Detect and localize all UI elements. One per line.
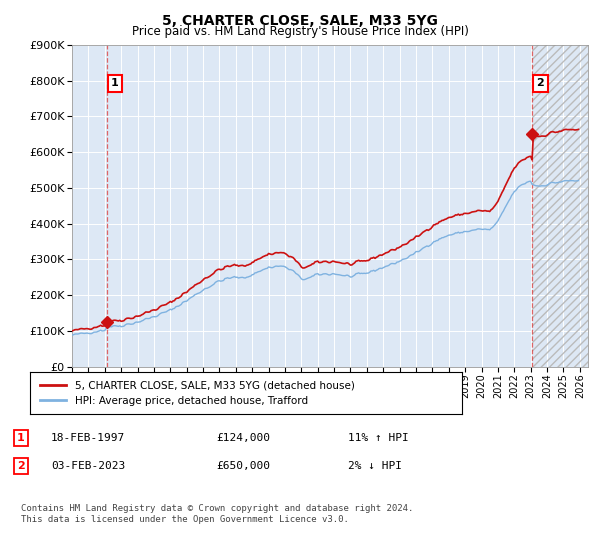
Legend: 5, CHARTER CLOSE, SALE, M33 5YG (detached house), HPI: Average price, detached h: 5, CHARTER CLOSE, SALE, M33 5YG (detache… (35, 375, 360, 412)
Bar (532, 45, 588, 367)
Text: 1: 1 (111, 78, 119, 88)
Text: 18-FEB-1997: 18-FEB-1997 (51, 433, 125, 443)
Text: 5, CHARTER CLOSE, SALE, M33 5YG: 5, CHARTER CLOSE, SALE, M33 5YG (162, 14, 438, 28)
Text: £124,000: £124,000 (216, 433, 270, 443)
Text: 2: 2 (536, 78, 544, 88)
Text: Contains HM Land Registry data © Crown copyright and database right 2024.
This d: Contains HM Land Registry data © Crown c… (21, 504, 413, 524)
Bar (532, 45, 588, 367)
Text: 2% ↓ HPI: 2% ↓ HPI (348, 461, 402, 471)
Text: 1: 1 (17, 433, 25, 443)
Text: 2: 2 (17, 461, 25, 471)
Text: £650,000: £650,000 (216, 461, 270, 471)
Text: Price paid vs. HM Land Registry's House Price Index (HPI): Price paid vs. HM Land Registry's House … (131, 25, 469, 38)
Text: 11% ↑ HPI: 11% ↑ HPI (348, 433, 409, 443)
Text: 03-FEB-2023: 03-FEB-2023 (51, 461, 125, 471)
